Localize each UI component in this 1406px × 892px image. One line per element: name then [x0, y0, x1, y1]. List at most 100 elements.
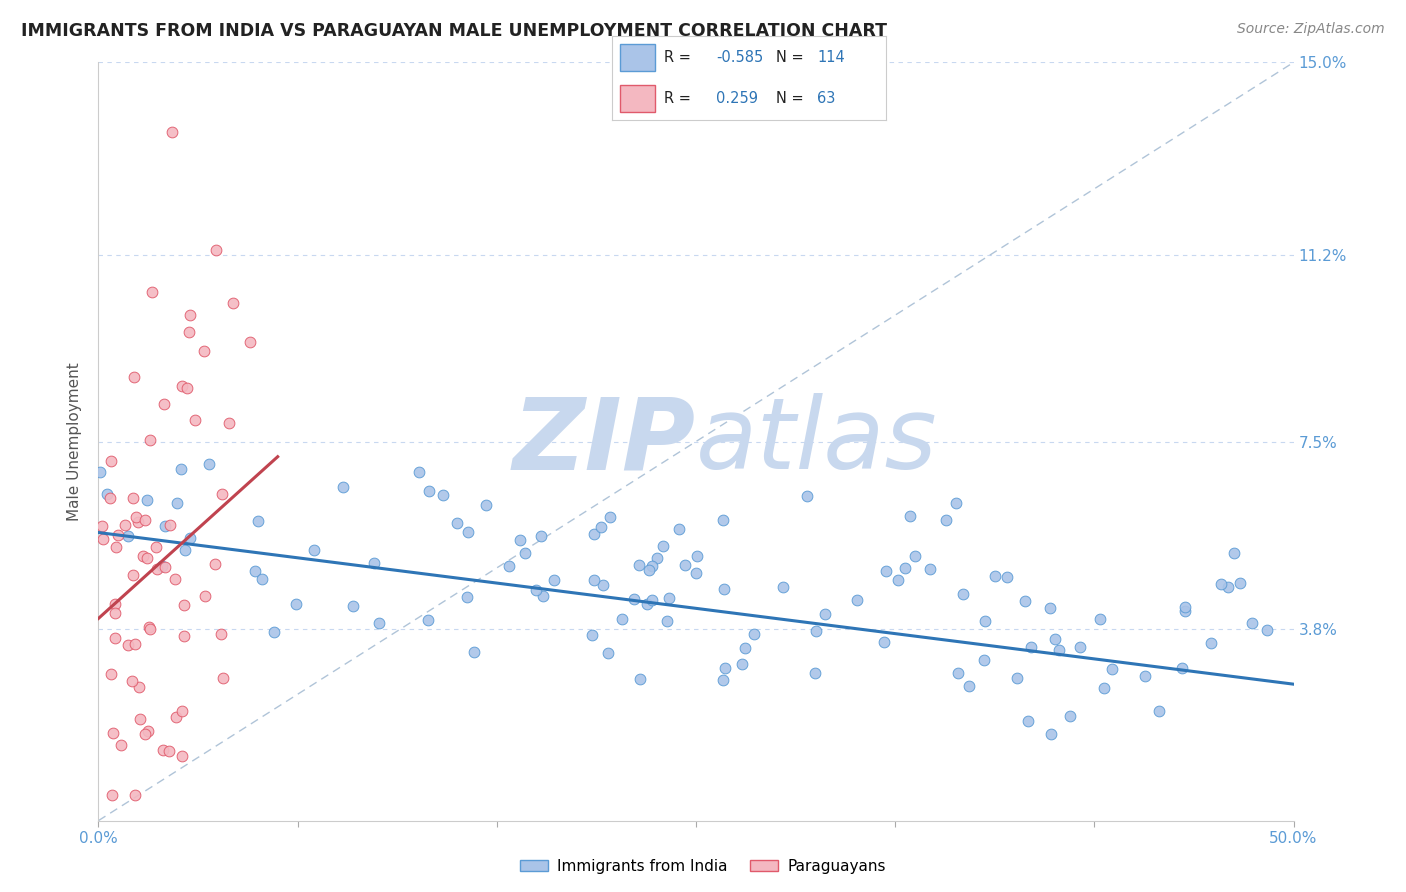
- Point: [136, 724, 159, 739]
- Point: [152, 742, 174, 756]
- Point: [263, 625, 285, 640]
- Point: [117, 638, 139, 652]
- Point: [952, 587, 974, 601]
- Text: N =: N =: [776, 91, 808, 106]
- Point: [583, 573, 606, 587]
- Point: [104, 597, 127, 611]
- Point: [742, 626, 765, 640]
- Point: [1059, 709, 1081, 723]
- Text: N =: N =: [776, 50, 808, 65]
- Point: [658, 591, 681, 605]
- Point: [898, 508, 921, 523]
- Point: [596, 646, 619, 660]
- Point: [581, 628, 603, 642]
- Point: [984, 569, 1007, 583]
- Point: [875, 564, 897, 578]
- Point: [1014, 593, 1036, 607]
- Point: [134, 513, 156, 527]
- Point: [157, 744, 180, 758]
- Point: [127, 515, 149, 529]
- Point: [530, 529, 553, 543]
- Point: [612, 612, 634, 626]
- Point: [179, 532, 201, 546]
- Point: [1216, 580, 1239, 594]
- Point: [222, 296, 245, 310]
- Text: R =: R =: [664, 91, 695, 106]
- Point: [91, 519, 114, 533]
- Point: [105, 541, 128, 555]
- Point: [128, 712, 150, 726]
- Point: [583, 526, 606, 541]
- Point: [193, 344, 215, 359]
- Point: [456, 591, 478, 605]
- Point: [1101, 662, 1123, 676]
- Point: [509, 533, 531, 548]
- Point: [592, 578, 614, 592]
- Point: [100, 666, 122, 681]
- Point: [1005, 671, 1028, 685]
- Point: [153, 519, 176, 533]
- Text: 63: 63: [817, 91, 835, 106]
- Point: [122, 567, 145, 582]
- Point: [804, 624, 827, 638]
- Point: [104, 606, 127, 620]
- Point: [711, 513, 734, 527]
- Point: [141, 285, 163, 300]
- Point: [1256, 623, 1278, 637]
- Point: [1047, 643, 1070, 657]
- Point: [159, 517, 181, 532]
- Text: atlas: atlas: [696, 393, 938, 490]
- Point: [1201, 635, 1223, 649]
- Point: [170, 379, 193, 393]
- Point: [1223, 546, 1246, 560]
- Point: [935, 513, 957, 527]
- Point: [974, 615, 997, 629]
- Point: [162, 125, 184, 139]
- Point: [124, 789, 146, 803]
- Point: [524, 582, 547, 597]
- Point: [146, 562, 169, 576]
- Point: [796, 489, 818, 503]
- Point: [475, 498, 498, 512]
- Point: [599, 510, 621, 524]
- Text: IMMIGRANTS FROM INDIA VS PARAGUAYAN MALE UNEMPLOYMENT CORRELATION CHART: IMMIGRANTS FROM INDIA VS PARAGUAYAN MALE…: [21, 22, 887, 40]
- Point: [814, 607, 837, 621]
- Point: [179, 325, 201, 339]
- Point: [124, 637, 146, 651]
- Point: [89, 465, 111, 479]
- Point: [873, 635, 896, 649]
- Point: [100, 454, 122, 468]
- Point: [136, 550, 159, 565]
- Point: [176, 381, 198, 395]
- Point: [1170, 661, 1192, 675]
- Point: [110, 739, 132, 753]
- Point: [995, 570, 1018, 584]
- Point: [651, 540, 673, 554]
- Point: [628, 672, 651, 686]
- Text: -0.585: -0.585: [716, 50, 763, 65]
- Point: [145, 540, 167, 554]
- Text: 0.259: 0.259: [716, 91, 758, 106]
- Point: [686, 549, 709, 563]
- Point: [772, 580, 794, 594]
- Point: [125, 509, 148, 524]
- Point: [153, 559, 176, 574]
- Point: [139, 433, 162, 447]
- Point: [731, 657, 754, 671]
- Point: [920, 562, 942, 576]
- Point: [432, 487, 454, 501]
- Point: [98, 491, 121, 505]
- Point: [173, 543, 195, 558]
- Point: [239, 335, 262, 350]
- Point: [498, 558, 520, 573]
- Point: [804, 665, 827, 680]
- Point: [302, 542, 325, 557]
- Point: [623, 592, 645, 607]
- Point: [655, 614, 678, 628]
- Point: [179, 309, 201, 323]
- Point: [1043, 632, 1066, 646]
- Point: [197, 458, 219, 472]
- Point: [368, 615, 391, 630]
- Point: [418, 613, 440, 627]
- Bar: [620, 44, 655, 71]
